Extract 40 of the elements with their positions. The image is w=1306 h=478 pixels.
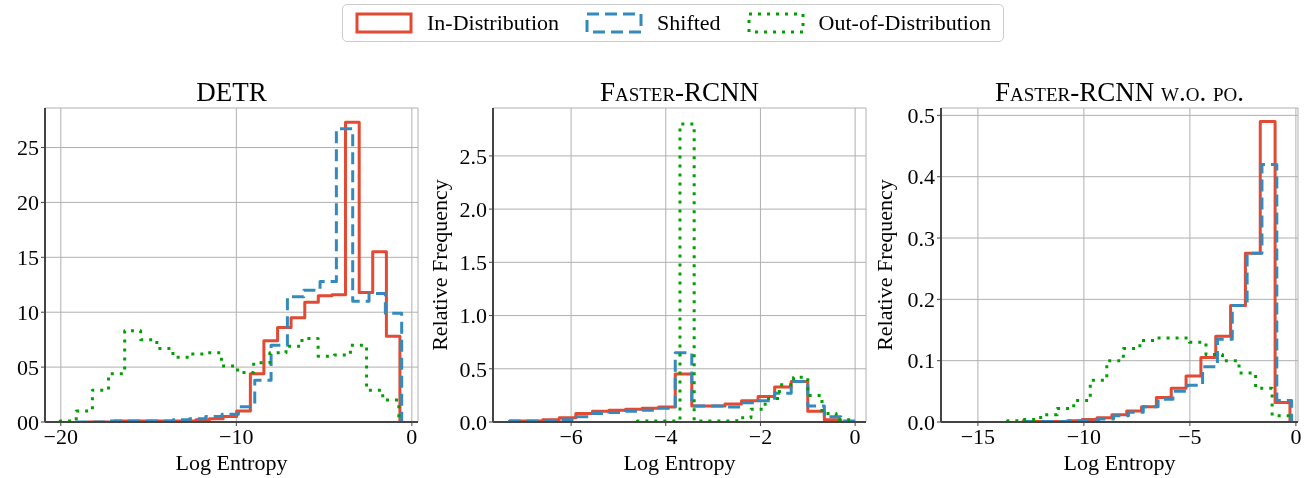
y-tick-label: 0.5 — [907, 103, 935, 129]
legend-label: Shifted — [657, 10, 721, 36]
y-tick-label: 2.0 — [459, 196, 487, 222]
chart-title: Faster-RCNN w.o. po. — [995, 77, 1244, 107]
y-tick-label: 1.5 — [459, 250, 487, 276]
x-tick-label: −10 — [219, 423, 254, 449]
x-tick-label: −6 — [559, 423, 583, 449]
chart-title: DETR — [195, 77, 268, 107]
x-tick-label: 0 — [1290, 423, 1302, 449]
x-tick-label: −15 — [960, 423, 996, 449]
chart-title: Faster-RCNN — [599, 77, 760, 107]
y-tick-label: 0.4 — [907, 164, 935, 190]
y-tick-label: 10 — [17, 300, 39, 326]
y-tick-label: 0.5 — [459, 356, 487, 382]
y-axis-title: Relative Frequency — [427, 179, 452, 351]
y-tick-label: 05 — [17, 354, 39, 380]
y-tick-label: 1.0 — [459, 303, 487, 329]
x-axis-title: Log Entropy — [174, 450, 289, 476]
x-axis-title: Log Entropy — [622, 450, 737, 476]
y-tick-label: 25 — [17, 135, 39, 161]
y-tick-label: 15 — [17, 245, 39, 271]
y-tick-label: 0.1 — [907, 348, 935, 374]
x-tick-label: 0 — [849, 423, 861, 449]
y-tick-label: 0.0 — [907, 409, 935, 435]
x-tick-label: 0 — [406, 423, 418, 449]
legend-label: In-Distribution — [427, 10, 560, 36]
x-tick-label: −4 — [654, 423, 678, 449]
x-tick-label: −10 — [1066, 423, 1102, 449]
x-tick-label: −20 — [43, 423, 79, 449]
x-tick-label: −5 — [1178, 423, 1202, 449]
y-tick-label: 20 — [17, 190, 39, 216]
y-tick-label: 00 — [17, 409, 39, 435]
legend-label: Out-of-Distribution — [818, 10, 991, 36]
y-tick-label: 0.0 — [459, 409, 487, 435]
x-tick-label: −2 — [748, 423, 773, 449]
y-tick-label: 2.5 — [459, 143, 487, 169]
x-axis-title: Log Entropy — [1062, 450, 1177, 476]
y-tick-label: 0.3 — [907, 225, 935, 251]
y-tick-label: 0.2 — [907, 287, 935, 313]
y-axis-title: Relative Frequency — [872, 179, 897, 351]
